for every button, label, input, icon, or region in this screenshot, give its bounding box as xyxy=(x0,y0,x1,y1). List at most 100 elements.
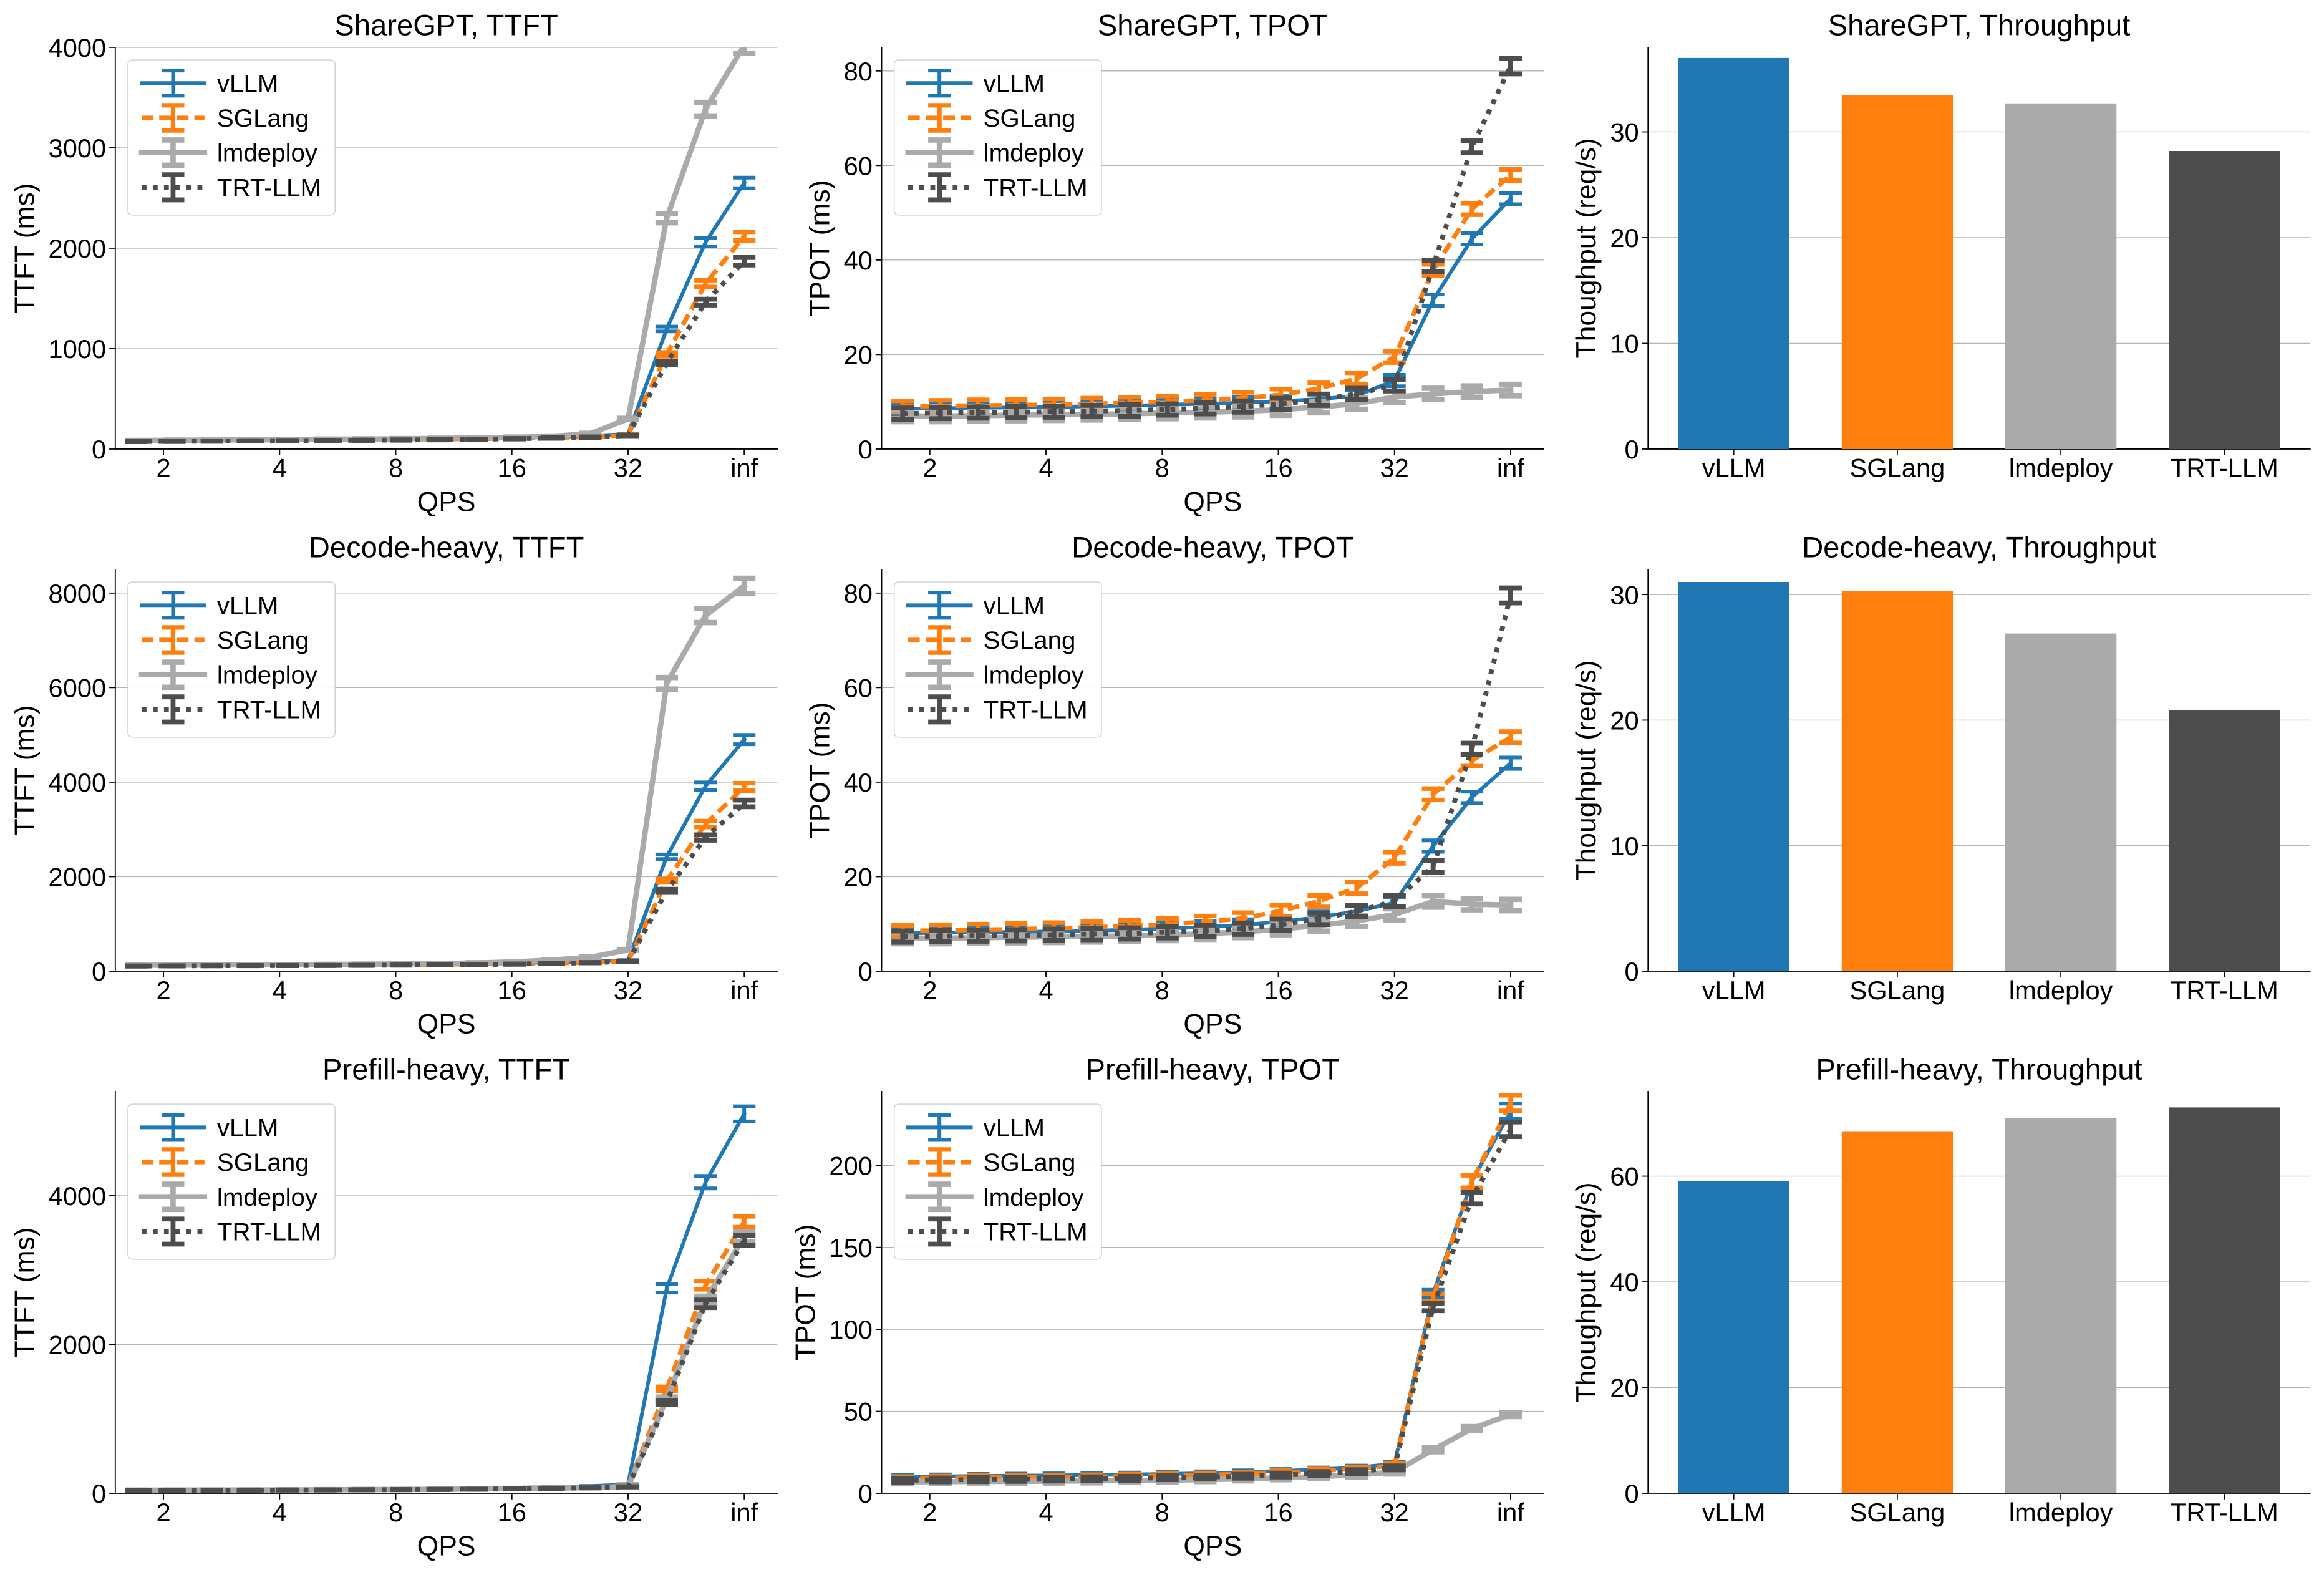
svg-text:SGLang: SGLang xyxy=(1849,976,1945,1005)
svg-text:10: 10 xyxy=(1610,329,1639,359)
svg-text:80: 80 xyxy=(844,57,873,86)
svg-text:0: 0 xyxy=(858,957,873,986)
svg-text:lmdeploy: lmdeploy xyxy=(984,661,1085,689)
svg-text:4: 4 xyxy=(1039,976,1053,1005)
svg-text:QPS: QPS xyxy=(417,487,476,517)
svg-text:2: 2 xyxy=(922,1498,937,1527)
svg-text:SGLang: SGLang xyxy=(217,626,309,654)
svg-text:8: 8 xyxy=(1155,453,1169,483)
svg-text:lmdeploy: lmdeploy xyxy=(2009,1498,2113,1527)
svg-text:QPS: QPS xyxy=(1183,1009,1242,1040)
svg-text:32: 32 xyxy=(614,453,642,483)
svg-text:QPS: QPS xyxy=(1183,487,1242,517)
svg-text:8000: 8000 xyxy=(49,579,107,608)
svg-text:4: 4 xyxy=(1039,1498,1053,1527)
svg-text:lmdeploy: lmdeploy xyxy=(984,1183,1085,1211)
svg-text:3000: 3000 xyxy=(49,133,107,163)
svg-text:4: 4 xyxy=(273,976,287,1005)
svg-text:vLLM: vLLM xyxy=(1702,453,1766,483)
svg-text:30: 30 xyxy=(1610,580,1639,609)
svg-text:40: 40 xyxy=(844,768,873,797)
svg-text:lmdeploy: lmdeploy xyxy=(2009,453,2113,483)
svg-text:vLLM: vLLM xyxy=(984,1113,1045,1141)
svg-text:0: 0 xyxy=(92,435,106,464)
svg-text:vLLM: vLLM xyxy=(984,591,1045,619)
svg-text:lmdeploy: lmdeploy xyxy=(2009,976,2113,1005)
svg-text:16: 16 xyxy=(1264,1498,1292,1527)
svg-text:2: 2 xyxy=(922,976,937,1005)
svg-text:60: 60 xyxy=(1610,1162,1639,1191)
svg-text:inf: inf xyxy=(730,453,758,483)
svg-text:Thoughput (req/s): Thoughput (req/s) xyxy=(1571,1182,1602,1402)
svg-text:8: 8 xyxy=(1155,1498,1169,1527)
svg-text:16: 16 xyxy=(498,976,526,1005)
svg-text:Prefill-heavy, TPOT: Prefill-heavy, TPOT xyxy=(1085,1054,1340,1087)
svg-text:SGLang: SGLang xyxy=(984,104,1076,132)
svg-text:8: 8 xyxy=(1155,976,1169,1005)
svg-text:8: 8 xyxy=(389,976,403,1005)
svg-text:2: 2 xyxy=(157,976,171,1005)
svg-text:TRT-LLM: TRT-LLM xyxy=(2171,453,2278,483)
svg-text:20: 20 xyxy=(1610,1374,1639,1403)
svg-text:20: 20 xyxy=(1610,223,1639,253)
svg-text:vLLM: vLLM xyxy=(1702,976,1766,1005)
svg-text:20: 20 xyxy=(1610,706,1639,735)
svg-text:4000: 4000 xyxy=(49,1181,107,1211)
svg-text:0: 0 xyxy=(1624,435,1639,464)
svg-text:16: 16 xyxy=(1264,453,1292,483)
svg-text:8: 8 xyxy=(389,1498,403,1527)
svg-text:60: 60 xyxy=(844,151,873,180)
svg-text:Decode-heavy, TPOT: Decode-heavy, TPOT xyxy=(1072,531,1353,564)
svg-text:32: 32 xyxy=(614,976,642,1005)
svg-text:QPS: QPS xyxy=(1183,1531,1242,1562)
svg-text:200: 200 xyxy=(829,1151,873,1180)
svg-text:inf: inf xyxy=(730,976,758,1005)
svg-text:20: 20 xyxy=(844,863,873,892)
svg-text:Thoughput (req/s): Thoughput (req/s) xyxy=(1571,660,1602,880)
svg-text:4: 4 xyxy=(273,1498,287,1527)
svg-text:TPOT (ms): TPOT (ms) xyxy=(805,180,835,316)
svg-text:inf: inf xyxy=(1497,453,1524,483)
svg-text:0: 0 xyxy=(92,957,106,986)
svg-text:Decode-heavy, Throughput: Decode-heavy, Throughput xyxy=(1802,531,2156,564)
svg-text:SGLang: SGLang xyxy=(984,1148,1076,1176)
svg-text:16: 16 xyxy=(498,453,526,483)
svg-text:vLLM: vLLM xyxy=(217,69,278,97)
svg-text:SGLang: SGLang xyxy=(1849,453,1945,483)
svg-text:lmdeploy: lmdeploy xyxy=(984,139,1085,167)
svg-text:2: 2 xyxy=(157,453,171,483)
svg-text:4000: 4000 xyxy=(49,768,107,797)
svg-text:20: 20 xyxy=(844,341,873,370)
svg-text:150: 150 xyxy=(829,1233,873,1262)
svg-text:ShareGPT, TTFT: ShareGPT, TTFT xyxy=(334,9,558,42)
svg-text:ShareGPT, Throughput: ShareGPT, Throughput xyxy=(1828,9,2131,42)
svg-text:ShareGPT, TPOT: ShareGPT, TPOT xyxy=(1098,9,1328,42)
svg-text:8: 8 xyxy=(389,453,403,483)
svg-text:TRT-LLM: TRT-LLM xyxy=(2171,1498,2278,1527)
svg-text:60: 60 xyxy=(844,673,873,702)
svg-text:TPOT (ms): TPOT (ms) xyxy=(805,702,835,839)
svg-text:Prefill-heavy, Throughput: Prefill-heavy, Throughput xyxy=(1816,1054,2142,1087)
svg-text:inf: inf xyxy=(1497,1498,1524,1527)
svg-text:32: 32 xyxy=(1380,453,1409,483)
svg-text:0: 0 xyxy=(1624,1479,1639,1508)
svg-text:6000: 6000 xyxy=(49,673,107,702)
svg-text:0: 0 xyxy=(858,435,873,464)
svg-text:80: 80 xyxy=(844,579,873,608)
svg-text:TRT-LLM: TRT-LLM xyxy=(217,173,321,201)
svg-text:TRT-LLM: TRT-LLM xyxy=(2171,976,2278,1005)
svg-text:SGLang: SGLang xyxy=(984,626,1076,654)
svg-text:TRT-LLM: TRT-LLM xyxy=(984,173,1088,201)
svg-text:40: 40 xyxy=(1610,1267,1639,1297)
svg-text:SGLang: SGLang xyxy=(217,1148,309,1176)
svg-text:vLLM: vLLM xyxy=(1702,1498,1766,1527)
svg-text:vLLM: vLLM xyxy=(217,591,278,619)
svg-text:4: 4 xyxy=(1039,453,1053,483)
svg-text:2000: 2000 xyxy=(49,863,107,892)
svg-text:2: 2 xyxy=(922,453,937,483)
svg-text:4: 4 xyxy=(273,453,287,483)
svg-text:16: 16 xyxy=(498,1498,526,1527)
svg-text:0: 0 xyxy=(1624,957,1639,986)
svg-text:inf: inf xyxy=(1497,976,1524,1005)
svg-text:40: 40 xyxy=(844,246,873,275)
